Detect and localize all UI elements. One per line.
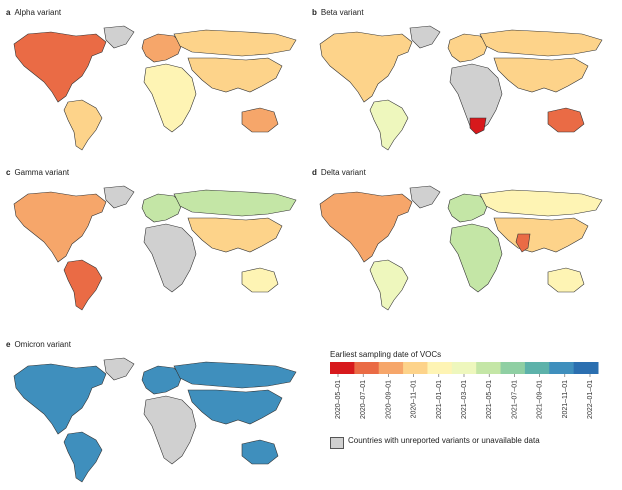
legend-tick-label: 2021–03–01 [461, 380, 468, 419]
panel-letter: a [6, 8, 11, 17]
legend-tick-label: 2021–07–01 [511, 380, 518, 419]
panel-title-alpha: a Alpha variant [6, 8, 61, 17]
panel-letter: b [312, 8, 317, 17]
legend-tick-label: 2020–09–01 [385, 380, 392, 419]
panel-letter: e [6, 340, 11, 349]
region-safrica [469, 117, 487, 135]
legend-tick-label: 2021–01–01 [436, 380, 443, 419]
legend-swatch [476, 362, 502, 374]
legend-swatch [354, 362, 380, 374]
region-au [241, 439, 279, 465]
region-sa [63, 99, 103, 151]
panel-title-gamma: c Gamma variant [6, 168, 69, 177]
legend-swatch [524, 362, 550, 374]
region-au [241, 107, 279, 133]
panel-beta: b Beta variant [312, 8, 612, 158]
region-greenland [409, 185, 441, 209]
region-ru [173, 361, 297, 389]
region-af [449, 63, 503, 133]
legend-tick-label: 2022–01–01 [587, 380, 594, 419]
region-eu [447, 193, 489, 223]
color-legend: Earliest sampling date of VOCs 2020–05–0… [330, 350, 600, 460]
panel-title: Gamma variant [14, 168, 70, 177]
panel-gamma: c Gamma variant [6, 168, 306, 318]
region-af [449, 223, 503, 293]
region-ru [173, 189, 297, 217]
region-af [143, 223, 197, 293]
legend-swatch [500, 362, 526, 374]
legend-swatch [378, 362, 404, 374]
panel-title-omicron: e Omicron variant [6, 340, 71, 349]
legend-swatch [403, 362, 428, 374]
region-na [13, 363, 107, 435]
panel-title: Omicron variant [14, 340, 71, 349]
legend-title: Earliest sampling date of VOCs [330, 350, 442, 359]
legend-swatch [451, 362, 477, 374]
panel-delta: d Delta variant [312, 168, 612, 318]
panel-alpha: a Alpha variant [6, 8, 306, 158]
region-na [13, 191, 107, 263]
region-au [547, 107, 585, 133]
world-map-alpha [13, 25, 297, 151]
panel-title: Delta variant [320, 168, 366, 177]
region-ru [479, 29, 603, 57]
region-india [515, 233, 531, 253]
na-swatch [330, 437, 344, 449]
region-au [547, 267, 585, 293]
region-eu [141, 365, 183, 395]
region-sa [63, 431, 103, 483]
region-na [319, 191, 413, 263]
panel-title-delta: d Delta variant [312, 168, 366, 177]
region-greenland [103, 25, 135, 49]
region-sa [369, 99, 409, 151]
region-af [143, 63, 197, 133]
region-af [143, 395, 197, 465]
world-map-gamma [13, 185, 297, 311]
region-greenland [103, 185, 135, 209]
legend-swatch [427, 362, 453, 374]
region-eu [141, 193, 183, 223]
legend-tick-label: 2020–07–01 [360, 380, 367, 419]
region-na [13, 31, 107, 103]
legend-tick-label: 2021–11–01 [562, 380, 569, 419]
panel-omicron: e Omicron variant [6, 340, 306, 490]
na-label: Countries with unreported variants or un… [348, 436, 540, 445]
region-as [493, 217, 589, 253]
region-eu [141, 33, 183, 63]
legend-tick-label: 2020–11–01 [411, 380, 418, 419]
legend-swatch [573, 362, 599, 374]
panel-title: Beta variant [320, 8, 364, 17]
world-map-beta [319, 25, 603, 151]
region-greenland [103, 357, 135, 381]
panel-title: Alpha variant [14, 8, 62, 17]
legend-swatch [330, 362, 355, 374]
panel-letter: c [6, 168, 11, 177]
region-na [319, 31, 413, 103]
region-sa [369, 259, 409, 311]
legend-tick-label: 2020–05–01 [335, 380, 342, 419]
panel-title-beta: b Beta variant [312, 8, 364, 17]
region-greenland [409, 25, 441, 49]
world-map-delta [319, 185, 603, 311]
legend-tick-label: 2021–05–01 [486, 380, 493, 419]
region-ru [173, 29, 297, 57]
legend-colorbar: 2020–05–01 2020–07–01 2020–09–01 2020–11–01… [330, 362, 599, 419]
region-eu [447, 33, 489, 63]
region-as [187, 389, 283, 425]
region-as [493, 57, 589, 93]
region-sa [63, 259, 103, 311]
region-au [241, 267, 279, 293]
region-as [187, 217, 283, 253]
panel-letter: d [312, 168, 317, 177]
region-as [187, 57, 283, 93]
legend-swatch [549, 362, 575, 374]
legend-tick-label: 2021–09–01 [537, 380, 544, 419]
world-map-omicron [13, 357, 297, 483]
region-ru [479, 189, 603, 217]
